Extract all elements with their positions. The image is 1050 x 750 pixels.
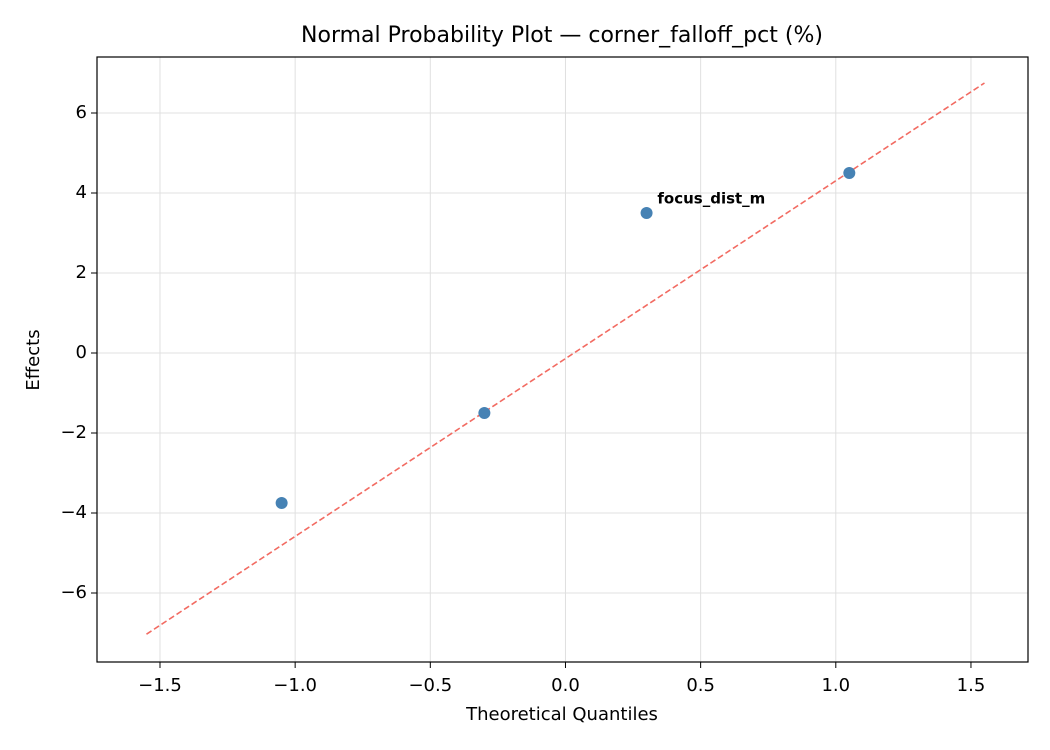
y-tick-label: 0	[76, 342, 87, 363]
chart-title: Normal Probability Plot — corner_falloff…	[301, 23, 823, 48]
x-tick-label: 1.0	[821, 675, 850, 696]
data-point	[478, 407, 491, 419]
x-tick-label: −1.0	[273, 675, 317, 696]
x-tick-label: −1.5	[138, 675, 182, 696]
annotation: focus_dist_m	[657, 190, 765, 208]
y-tick-label: −6	[60, 582, 87, 603]
y-tick-label: 6	[76, 102, 87, 123]
y-tick-label: 2	[76, 262, 87, 283]
y-axis-label: Effects	[23, 329, 44, 390]
x-tick-label: 0.0	[551, 675, 580, 696]
x-tick-label: 0.5	[686, 675, 715, 696]
data-point	[275, 497, 288, 509]
data-point	[640, 207, 653, 219]
y-tick-label: −2	[60, 422, 87, 443]
data-point	[843, 167, 856, 179]
y-tick-label: 4	[76, 182, 87, 203]
reference-line	[146, 82, 985, 635]
plot-frame	[96, 56, 1029, 663]
x-axis-label: Theoretical Quantiles	[465, 704, 658, 725]
y-tick-label: −4	[60, 502, 87, 523]
x-tick-label: −0.5	[408, 675, 452, 696]
x-tick-label: 1.5	[957, 675, 986, 696]
